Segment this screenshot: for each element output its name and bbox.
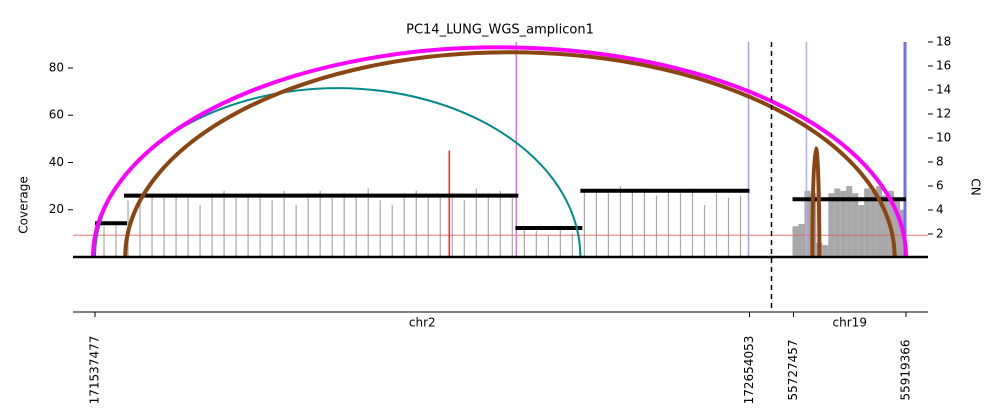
- coverage-bar: [792, 226, 799, 257]
- x-tick-label: 55919366: [899, 339, 913, 400]
- coverage-bar: [379, 200, 381, 257]
- coverage-bar: [619, 186, 622, 257]
- coverage-bar: [319, 190, 321, 257]
- coverage-bar: [870, 190, 877, 257]
- coverage-bar: [882, 195, 889, 257]
- y-tick-label: 20: [49, 202, 64, 216]
- y-tick-label: 80: [49, 60, 64, 74]
- coverage-bar: [535, 231, 537, 257]
- coverage-bar: [307, 193, 309, 257]
- coverage-bar: [355, 195, 357, 257]
- coverage-bar: [511, 195, 513, 257]
- coverage-bar: [846, 186, 853, 257]
- coverage-bar: [295, 205, 297, 257]
- coverage-bar: [828, 193, 835, 257]
- coverage-bar: [679, 193, 682, 257]
- y2-tick-label: 6: [936, 179, 944, 193]
- coverage-bar: [583, 190, 585, 257]
- coverage-bar: [367, 188, 369, 257]
- coverage-bar: [852, 193, 859, 257]
- y2-tick-label: 2: [936, 227, 944, 241]
- coverage-bar: [667, 190, 670, 257]
- breakpoint-arc: [123, 50, 897, 258]
- coverage-bar: [211, 193, 213, 257]
- breakpoint-arc: [90, 45, 908, 258]
- coverage-bar: [798, 223, 805, 257]
- y2-tick-label: 4: [936, 203, 944, 217]
- coverage-bar: [703, 205, 706, 257]
- y2-axis-label: CN: [969, 178, 983, 195]
- coverage-bar: [816, 242, 823, 257]
- y-tick-label: 60: [49, 108, 64, 122]
- coverage-bar: [259, 193, 261, 257]
- coverage-bar: [571, 233, 573, 257]
- y-axis-label: Coverage: [17, 176, 31, 234]
- y-tick-label: 40: [49, 155, 64, 169]
- coverage-bar: [727, 197, 730, 257]
- breakpoint-arc: [94, 87, 582, 258]
- coverage-bar: [643, 188, 646, 257]
- coverage-bar: [864, 188, 871, 257]
- coverage-bar: [199, 205, 201, 257]
- y2-tick-label: 12: [936, 107, 951, 121]
- coverage-bar: [463, 200, 465, 257]
- coverage-bar: [403, 193, 405, 257]
- coverage-bar: [487, 193, 489, 257]
- coverage-bar: [271, 200, 273, 257]
- x-tick-label: 55727457: [786, 339, 800, 400]
- coverage-bar: [247, 195, 249, 257]
- y2-tick-label: 8: [936, 155, 944, 169]
- coverage-bar: [876, 186, 883, 257]
- coverage-bar: [595, 188, 597, 257]
- coverage-bar: [103, 226, 105, 257]
- coverage-bar: [858, 205, 865, 257]
- coverage-bar: [739, 195, 742, 257]
- coverage-bar: [822, 245, 829, 257]
- region-label: chr2: [409, 316, 436, 330]
- coverage-bar: [163, 197, 165, 257]
- coverage-bar: [187, 195, 189, 257]
- coverage-bar: [840, 190, 847, 257]
- coverage-bar: [139, 195, 141, 257]
- coverage-bar: [427, 195, 429, 257]
- coverage-bar: [415, 190, 417, 257]
- coverage-bar: [547, 235, 549, 257]
- y2-tick-label: 14: [936, 83, 951, 97]
- coverage-bar: [804, 190, 811, 257]
- coverage-bar: [451, 193, 453, 257]
- y2-tick-label: 16: [936, 59, 951, 73]
- coverage-bar: [475, 188, 477, 257]
- coverage-bar: [391, 205, 393, 257]
- coverage-bar: [343, 193, 345, 257]
- coverage-bar: [715, 193, 718, 257]
- coverage-bar: [894, 197, 901, 257]
- x-tick-label: 171537477: [88, 336, 102, 405]
- coverage-bar: [331, 197, 333, 257]
- x-tick-label: 172654053: [742, 336, 756, 405]
- coverage-bar: [439, 197, 441, 257]
- coverage-bar: [223, 190, 225, 257]
- coverage-bar: [834, 188, 841, 257]
- coverage-bar: [607, 193, 610, 257]
- coverage-bar: [691, 188, 694, 257]
- coverage-bar: [175, 193, 177, 257]
- coverage-bar: [283, 190, 285, 257]
- coverage-bar: [235, 197, 237, 257]
- coverage-bar: [631, 190, 634, 257]
- coverage-bar: [559, 228, 561, 257]
- coverage-bar: [499, 190, 501, 257]
- y2-tick-label: 18: [936, 35, 951, 49]
- coverage-bar: [655, 195, 658, 257]
- y2-tick-label: 10: [936, 131, 951, 145]
- coverage-bar: [115, 223, 117, 257]
- region-label: chr19: [833, 316, 867, 330]
- coverage-bar: [151, 193, 153, 257]
- chart-title: PC14_LUNG_WGS_amplicon1: [406, 23, 594, 38]
- coverage-bar: [523, 228, 525, 257]
